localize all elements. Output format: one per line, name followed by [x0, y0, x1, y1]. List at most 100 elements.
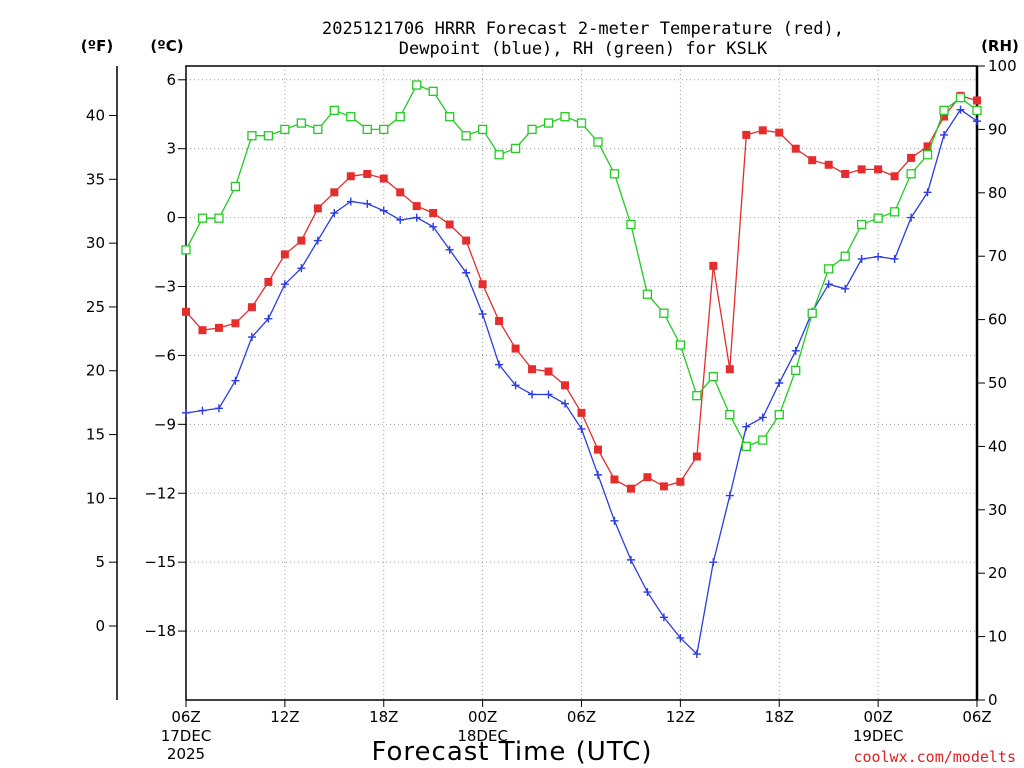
dewpoint-point — [841, 284, 850, 293]
rh-point — [675, 340, 686, 350]
rh-point — [461, 131, 471, 141]
fahrenheit-tick-label: 20 — [86, 362, 105, 380]
rh-point — [560, 112, 570, 122]
dewpoint-point — [330, 209, 339, 218]
grid-lines — [186, 66, 977, 700]
rh-point — [379, 124, 389, 135]
rh-point — [395, 112, 405, 122]
rh-point — [873, 213, 883, 223]
rh-tick-label: 10 — [988, 628, 1007, 646]
rh-point — [972, 105, 982, 116]
celsius-tick-label: −15 — [144, 553, 176, 571]
x-tick-label: 12Z — [270, 708, 299, 726]
rh-point — [181, 245, 191, 255]
rh-point — [296, 118, 307, 128]
dewpoint-point — [907, 213, 916, 222]
dewpoint-point — [824, 280, 833, 289]
chart-title-line-2: Dewpoint (blue), RH (green) for KSLK — [399, 39, 768, 59]
temperature-point — [280, 250, 289, 259]
temperature-point — [973, 96, 981, 105]
fahrenheit-tick-label: 5 — [95, 553, 105, 571]
dewpoint-point — [412, 213, 421, 222]
dewpoint-point — [742, 422, 751, 431]
dewpoint-point — [973, 117, 981, 126]
celsius-tick-label: −6 — [154, 346, 176, 364]
rh-tick-label: 80 — [988, 184, 1007, 202]
temperature-point — [330, 188, 339, 197]
dewpoint-point — [709, 558, 718, 567]
temperature-point — [725, 365, 734, 374]
temperature-point — [264, 277, 273, 286]
rh-point — [197, 213, 208, 223]
rh-point — [840, 251, 850, 261]
rh-point — [313, 124, 323, 135]
temperature-point — [412, 202, 421, 211]
temperature-point — [940, 112, 949, 121]
temperature-point — [544, 367, 553, 376]
rh-point — [642, 289, 653, 299]
temperature-point — [231, 319, 240, 328]
temperature-point — [214, 323, 223, 332]
rh-tick-label: 100 — [988, 57, 1017, 75]
rh-point — [445, 112, 455, 122]
x-axis-title: Forecast Time (UTC) — [371, 737, 652, 767]
dewpoint-point — [429, 222, 438, 231]
dewpoint-point — [791, 346, 800, 355]
rh-point — [659, 308, 669, 318]
dewpoint-point — [346, 197, 355, 206]
rh-tick-label: 0 — [988, 691, 998, 709]
rh-point — [741, 441, 751, 452]
x-tick-label: 18Z — [765, 708, 794, 726]
dewpoint-point — [940, 130, 949, 139]
rh-point — [906, 169, 916, 179]
temperature-point — [593, 445, 602, 454]
rh-point — [692, 391, 702, 401]
fahrenheit-tick-label: 25 — [86, 298, 105, 316]
dewpoint-point — [198, 406, 207, 415]
dewpoint-point — [874, 252, 883, 261]
fahrenheit-unit-label: (ºF) — [81, 37, 113, 55]
fahrenheit-tick-label: 0 — [95, 617, 105, 635]
dewpoint-point — [231, 376, 240, 385]
dewpoint-point — [923, 188, 932, 197]
temperature-point — [247, 303, 256, 312]
temperature-point — [874, 165, 883, 174]
x-tick-label: 18Z — [369, 708, 398, 726]
dewpoint-point — [659, 613, 668, 622]
dewpoint-point — [280, 280, 289, 289]
x-tick-label: 12Z — [666, 708, 695, 726]
dewpoint-point — [676, 633, 685, 642]
rh-point — [214, 213, 224, 223]
celsius-tick-label: 3 — [166, 140, 176, 158]
dewpoint-point — [528, 390, 537, 399]
dewpoint-point — [775, 379, 784, 387]
rh-point — [939, 105, 949, 116]
dewpoint-point — [511, 381, 520, 390]
rh-point — [758, 435, 768, 445]
dewpoint-series-line — [185, 108, 978, 656]
data-series — [181, 80, 982, 659]
dewpoint-point — [462, 268, 471, 277]
dewpoint-point — [297, 264, 306, 273]
temperature-point — [808, 156, 817, 165]
rh-tick-label: 70 — [988, 247, 1007, 265]
dewpoint-point — [593, 470, 602, 479]
rh-point — [824, 264, 834, 274]
fahrenheit-tick-label: 10 — [86, 489, 105, 507]
rh-point — [477, 124, 488, 135]
dewpoint-point — [495, 360, 504, 369]
rh-point — [807, 308, 817, 318]
fahrenheit-tick-label: 30 — [86, 234, 105, 252]
rh-point — [708, 372, 718, 382]
rh-point — [543, 118, 554, 128]
temperature-point — [429, 209, 438, 218]
rh-tick-label: 90 — [988, 120, 1007, 138]
rh-point — [247, 131, 257, 141]
temperature-point — [676, 477, 685, 486]
temperature-point — [313, 204, 322, 213]
temperature-point — [626, 484, 635, 493]
temperature-point — [643, 473, 652, 482]
temperature-point — [742, 130, 751, 139]
dewpoint-point — [544, 390, 553, 399]
temperature-point — [890, 172, 899, 181]
